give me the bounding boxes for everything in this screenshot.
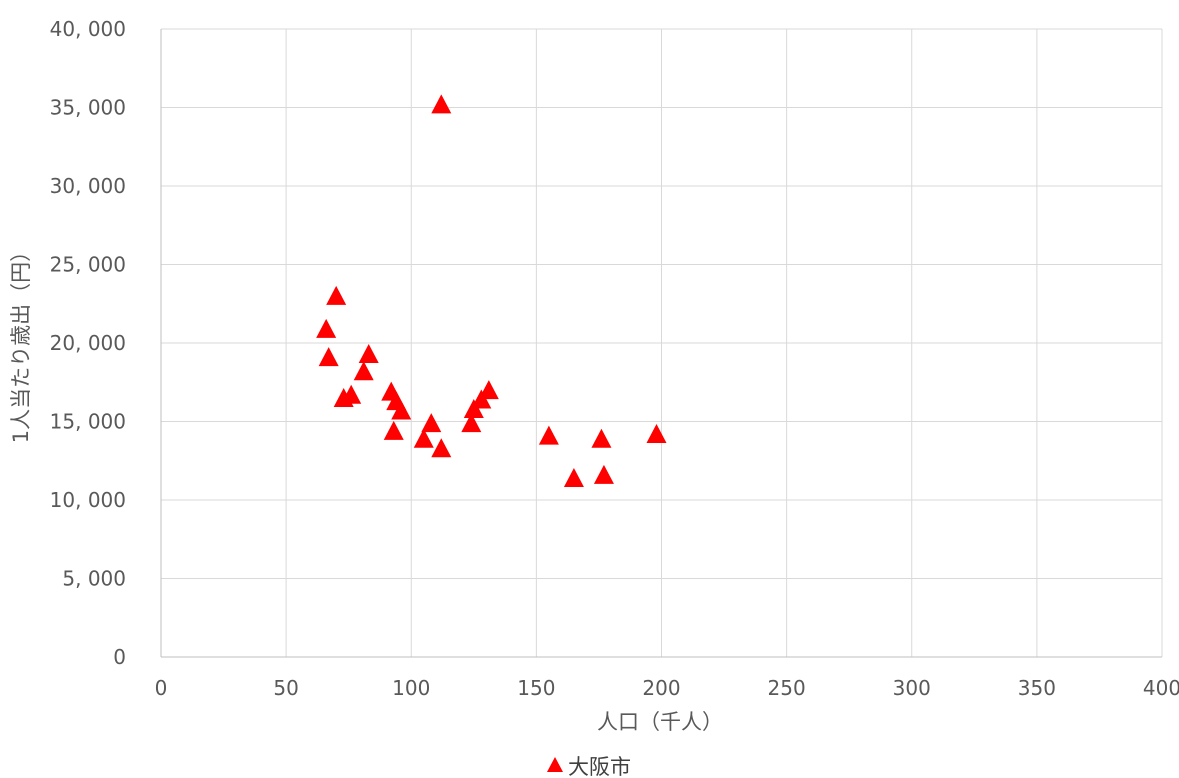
data-point-triangle bbox=[538, 425, 559, 445]
data-point-triangle bbox=[431, 94, 452, 114]
data-point-triangle bbox=[353, 361, 374, 381]
y-tick-label: 30, 000 bbox=[50, 174, 126, 198]
data-point-triangle bbox=[646, 424, 667, 444]
data-point-triangle bbox=[316, 318, 337, 338]
x-tick-label: 250 bbox=[768, 676, 806, 700]
y-tick-label: 20, 000 bbox=[50, 331, 126, 355]
legend-label-osaka: 大阪市 bbox=[568, 755, 631, 778]
x-tick-label: 200 bbox=[642, 676, 680, 700]
data-point-triangle bbox=[421, 413, 442, 433]
y-tick-label: 40, 000 bbox=[50, 17, 126, 41]
x-axis-title: 人口（千人） bbox=[597, 710, 723, 734]
data-point-triangle bbox=[591, 428, 612, 448]
y-tick-label: 10, 000 bbox=[50, 488, 126, 512]
axes bbox=[160, 29, 1162, 658]
data-point-triangle bbox=[431, 438, 452, 458]
x-tick-label: 0 bbox=[155, 676, 168, 700]
x-tick-label: 350 bbox=[1018, 676, 1056, 700]
data-point-triangle bbox=[413, 428, 434, 448]
x-tick-label: 50 bbox=[273, 676, 298, 700]
data-point-triangle bbox=[358, 343, 379, 363]
legend: 大阪市 bbox=[547, 755, 631, 778]
data-point-triangle bbox=[593, 464, 614, 484]
data-point-triangle bbox=[341, 384, 362, 404]
x-tick-label: 300 bbox=[893, 676, 931, 700]
data-point-triangle bbox=[326, 285, 347, 305]
data-point-triangle bbox=[563, 468, 584, 488]
y-tick-labels: 0 5, 000 10, 000 15, 000 20, 000 25, 000 30, 0… bbox=[50, 17, 126, 669]
data-point-triangle bbox=[383, 420, 404, 440]
data-point-triangle bbox=[318, 347, 339, 367]
legend-marker-triangle bbox=[547, 757, 563, 772]
y-tick-label: 35, 000 bbox=[50, 96, 126, 120]
y-tick-label: 5, 000 bbox=[62, 567, 126, 591]
x-tick-label: 400 bbox=[1143, 676, 1179, 700]
x-tick-labels: 0 50 100 150 200 250 300 350 400 bbox=[155, 676, 1179, 700]
x-tick-label: 150 bbox=[517, 676, 555, 700]
data-points bbox=[316, 94, 667, 488]
y-tick-label: 25, 000 bbox=[50, 253, 126, 277]
data-point-triangle bbox=[391, 400, 412, 420]
x-tick-label: 100 bbox=[392, 676, 430, 700]
y-tick-label: 15, 000 bbox=[50, 410, 126, 434]
data-point-triangle bbox=[478, 380, 499, 400]
gridlines bbox=[161, 28, 1163, 657]
y-axis-title: 1人当たり歳出（円） bbox=[9, 241, 33, 443]
data-point-triangle bbox=[461, 413, 482, 433]
y-tick-label: 0 bbox=[113, 645, 126, 669]
